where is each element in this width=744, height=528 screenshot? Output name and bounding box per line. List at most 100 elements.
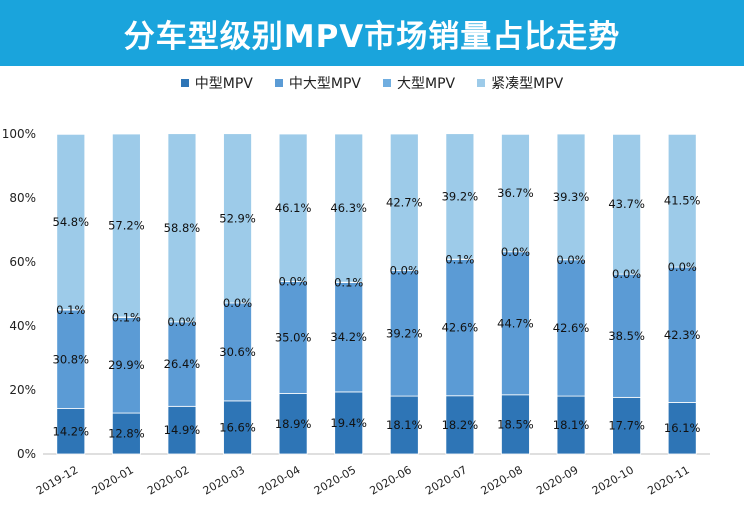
data-label: 16.6% (219, 420, 256, 434)
y-tick-label: 80% (9, 191, 36, 205)
bar-segment (56, 309, 86, 409)
legend-item-compact: 紧凑型MPV (477, 73, 563, 93)
x-tick-label: 2020-03 (201, 463, 247, 497)
y-tick-label: 60% (9, 255, 36, 269)
data-label: 18.1% (553, 418, 590, 432)
data-label: 36.7% (497, 186, 534, 200)
x-tick-label: 2020-02 (145, 463, 191, 497)
bar-segment (278, 393, 308, 455)
data-label: 0.0% (556, 253, 585, 267)
bar-segment (389, 395, 419, 455)
bar-segment (223, 400, 252, 455)
data-label: 0.1% (445, 252, 474, 266)
data-label: 17.7% (608, 419, 645, 433)
data-label: 41.5% (664, 194, 701, 208)
bar-segment (223, 302, 252, 402)
legend-label-mid-large: 中大型MPV (288, 76, 361, 92)
legend-label-large: 大型MPV (397, 76, 456, 92)
data-label: 0.1% (112, 310, 141, 324)
data-label: 34.2% (330, 330, 367, 344)
legend-swatch-compact (477, 79, 486, 87)
bar-segment (556, 259, 586, 397)
data-label: 29.9% (108, 358, 145, 372)
data-label: 18.2% (442, 418, 479, 432)
y-tick-label: 40% (9, 319, 36, 333)
x-tick-label: 2020-10 (590, 463, 636, 497)
data-label: 35.0% (275, 331, 312, 345)
bar-segment (389, 133, 419, 272)
y-tick-label: 20% (9, 383, 36, 397)
bar-segment (278, 133, 308, 282)
x-tick-label: 2020-07 (423, 463, 469, 497)
x-tick-label: 2020-04 (256, 463, 302, 497)
data-label: 19.4% (330, 416, 367, 430)
bar-segment (334, 391, 364, 455)
x-tick-label: 2020-11 (645, 463, 691, 497)
data-label: 39.2% (386, 326, 423, 340)
data-label: 0.0% (668, 260, 697, 274)
data-label: 30.8% (53, 352, 90, 366)
legend-item-midsize: 中型MPV (180, 73, 253, 93)
legend-item-large: 大型MPV (383, 73, 455, 93)
data-label: 58.8% (164, 221, 201, 235)
data-label: 0.1% (334, 275, 363, 289)
data-label: 46.1% (275, 201, 312, 215)
data-label: 16.1% (664, 421, 701, 435)
legend: 中型MPV 中大型MPV 大型MPV 紧凑型MPV (0, 72, 744, 94)
data-label: 0.1% (56, 303, 85, 317)
data-label: 52.9% (219, 211, 256, 225)
bar-segment (445, 133, 475, 260)
data-label: 0.0% (223, 296, 252, 310)
data-label: 0.0% (390, 264, 419, 278)
bar-segment (556, 133, 586, 261)
bar-segment (612, 133, 642, 275)
legend-label-midsize: 中型MPV (194, 76, 253, 92)
bar-segment (334, 133, 364, 283)
bar-segment (501, 133, 530, 253)
bar-segment (278, 281, 308, 394)
data-label: 14.9% (164, 423, 201, 437)
title-banner: 分车型级别MPV市场销量占比走势 (0, 0, 744, 66)
data-label: 0.0% (167, 315, 196, 329)
legend-swatch-mid-large (274, 79, 283, 87)
data-label: 46.3% (330, 201, 367, 215)
data-label: 0.0% (501, 245, 530, 259)
data-label: 39.2% (442, 189, 479, 203)
data-label: 42.6% (442, 321, 479, 335)
bar-segment (56, 133, 86, 311)
bar-segment (667, 266, 697, 403)
data-label: 42.6% (553, 321, 590, 335)
data-label: 18.5% (497, 417, 534, 431)
x-tick-label: 2020-08 (479, 463, 525, 497)
data-label: 14.2% (53, 424, 90, 438)
chart-title: 分车型级别MPV市场销量占比走势 (123, 18, 621, 55)
data-label: 38.5% (608, 329, 645, 343)
y-tick-label: 100% (2, 127, 36, 141)
data-label: 54.8% (53, 215, 90, 229)
bar-segment (334, 282, 364, 393)
x-tick-label: 2020-01 (90, 463, 136, 497)
bar-segment (167, 133, 197, 323)
data-label: 42.7% (386, 195, 423, 209)
data-label: 30.6% (219, 345, 256, 359)
data-label: 18.1% (386, 418, 423, 432)
x-tick-label: 2019-12 (34, 463, 80, 497)
bar-segment (167, 321, 197, 407)
legend-swatch-large (383, 79, 391, 87)
x-tick-label: 2020-09 (534, 463, 580, 497)
data-label: 57.2% (108, 219, 145, 233)
bar-segment (223, 133, 252, 304)
bar-segment (612, 396, 642, 455)
bar-segment (167, 405, 197, 455)
bar-segment (445, 395, 475, 455)
data-label: 18.9% (275, 417, 312, 431)
data-label: 42.3% (664, 328, 701, 342)
x-tick-label: 2020-05 (312, 463, 358, 497)
y-tick-label: 0% (17, 447, 36, 461)
data-label: 39.3% (553, 190, 590, 204)
bar-segment (667, 133, 697, 268)
bar-segment (501, 394, 530, 455)
legend-label-compact: 紧凑型MPV (491, 76, 564, 92)
data-label: 44.7% (497, 316, 534, 330)
